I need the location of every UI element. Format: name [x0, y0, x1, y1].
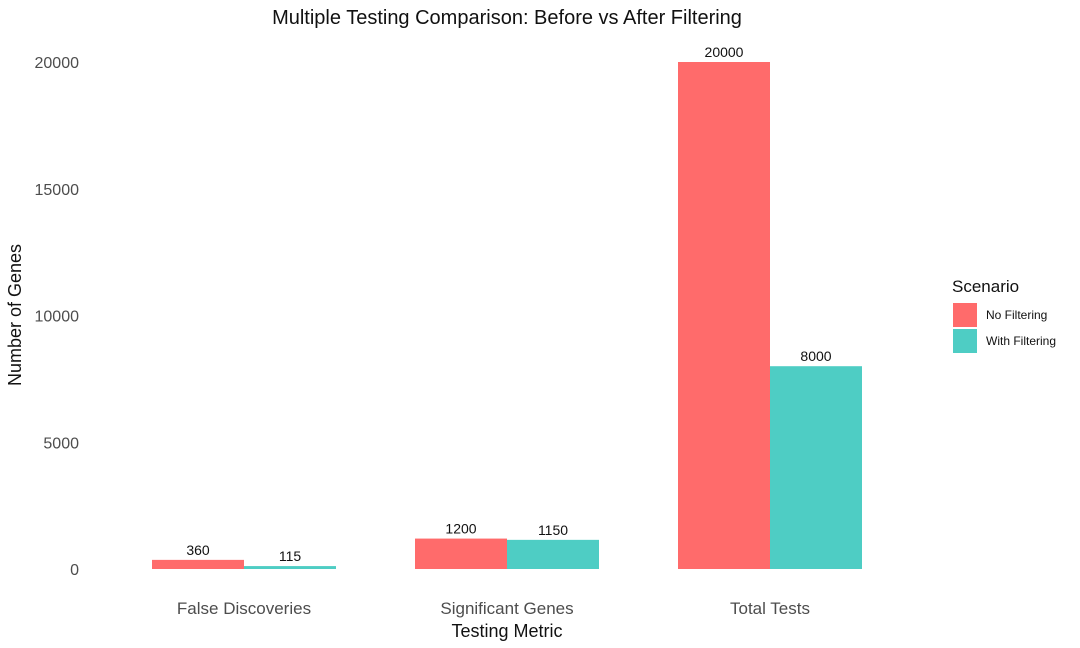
- x-tick-label: Significant Genes: [440, 599, 573, 618]
- bar-no-filtering: [678, 62, 770, 569]
- bars: [152, 62, 862, 569]
- data-labels: 360 115 1200 1150 20000 8000: [186, 44, 831, 564]
- y-tick-label: 5000: [43, 435, 79, 452]
- chart-title: Multiple Testing Comparison: Before vs A…: [272, 7, 742, 29]
- x-axis-ticks: False Discoveries Significant Genes Total …: [177, 599, 810, 618]
- bar-value-label: 8000: [800, 348, 831, 364]
- bar-no-filtering: [415, 538, 507, 569]
- bar-value-label: 1200: [445, 521, 476, 537]
- bar-value-label: 20000: [705, 44, 744, 60]
- y-axis-ticks: 0 5000 10000 15000 20000: [35, 55, 80, 579]
- legend: Scenario No Filtering With Filtering: [952, 277, 1056, 353]
- legend-swatch: [953, 303, 977, 327]
- y-tick-label: 15000: [35, 182, 80, 199]
- legend-label: With Filtering: [986, 334, 1056, 348]
- bar-with-filtering: [770, 366, 862, 569]
- y-tick-label: 20000: [35, 55, 80, 72]
- bar-with-filtering: [244, 566, 336, 569]
- bar-value-label: 1150: [538, 522, 568, 538]
- bar-no-filtering: [152, 559, 244, 569]
- bar-value-label: 360: [186, 542, 210, 558]
- y-tick-label: 0: [70, 562, 79, 579]
- x-tick-label: False Discoveries: [177, 599, 311, 618]
- legend-swatch: [953, 329, 977, 353]
- bar-value-label: 115: [279, 548, 302, 564]
- bar-with-filtering: [507, 539, 599, 569]
- legend-label: No Filtering: [986, 308, 1047, 322]
- x-tick-label: Total Tests: [730, 599, 810, 618]
- y-tick-label: 10000: [35, 309, 80, 326]
- legend-title: Scenario: [952, 277, 1019, 296]
- x-axis-title: Testing Metric: [451, 621, 562, 641]
- y-axis-title: Number of Genes: [5, 244, 25, 386]
